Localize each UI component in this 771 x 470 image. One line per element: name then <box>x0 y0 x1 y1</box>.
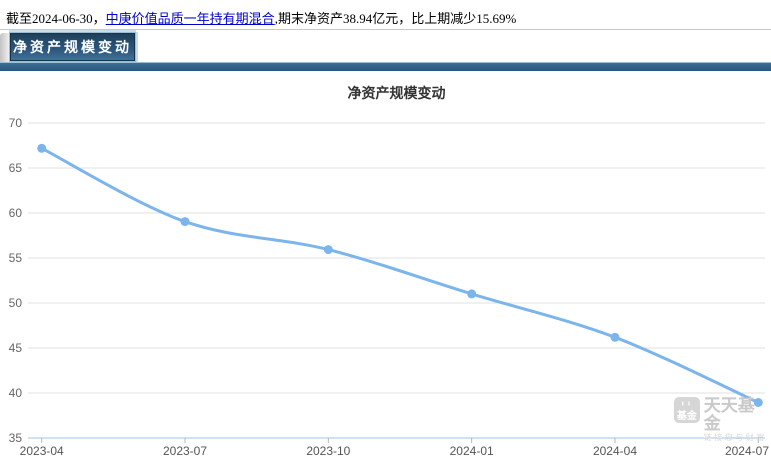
summary-bar: 截至2024-06-30，中庚价值品质一年持有期混合,期末净资产38.94亿元，… <box>0 0 771 29</box>
summary-suffix: ,期末净资产38.94亿元，比上期减少15.69% <box>274 11 517 26</box>
tab-strip-bottom-bar <box>0 62 771 71</box>
chart-title: 净资产规模变动 <box>348 85 446 101</box>
data-point-marker[interactable] <box>180 217 190 227</box>
y-axis-label: 65 <box>9 161 23 175</box>
y-axis-label: 45 <box>9 341 23 355</box>
y-axis-label: 35 <box>9 431 23 445</box>
x-axis-label: 2024-01 <box>450 444 494 458</box>
summary-prefix: 截至2024-06-30， <box>6 11 106 26</box>
x-axis-label: 2024-07 <box>725 444 769 458</box>
fund-name-link[interactable]: 中庚价值品质一年持有期混合 <box>105 11 275 26</box>
y-axis-label: 50 <box>9 296 23 310</box>
data-point-marker[interactable] <box>753 398 763 407</box>
y-axis-label: 40 <box>9 386 23 400</box>
chart-region: 35 40 45 50 55 60 65 70 2023-04 2023-07 2023-10 202… <box>0 71 771 465</box>
tab-strip: 净资产规模变动 <box>0 29 771 71</box>
x-axis-label: 2023-07 <box>163 444 207 458</box>
tab-net-asset-scale[interactable]: 净资产规模变动 <box>9 32 136 62</box>
net-asset-chart[interactable]: 35 40 45 50 55 60 65 70 2023-04 2023-07 2023-10 202… <box>0 71 771 465</box>
x-axis-label: 2023-04 <box>20 444 64 458</box>
x-axis-label: 2023-10 <box>306 444 350 458</box>
data-point-marker[interactable] <box>37 143 47 153</box>
y-axis-label: 55 <box>9 251 23 265</box>
data-point-marker[interactable] <box>610 332 620 342</box>
data-point-marker[interactable] <box>323 245 333 255</box>
series-line <box>40 146 760 404</box>
y-axis-label: 60 <box>9 206 23 220</box>
tab-strip-left-cap <box>0 33 9 62</box>
data-point-marker[interactable] <box>467 289 477 299</box>
y-axis-label: 70 <box>9 116 23 130</box>
x-axis-label: 2024-04 <box>593 444 637 458</box>
